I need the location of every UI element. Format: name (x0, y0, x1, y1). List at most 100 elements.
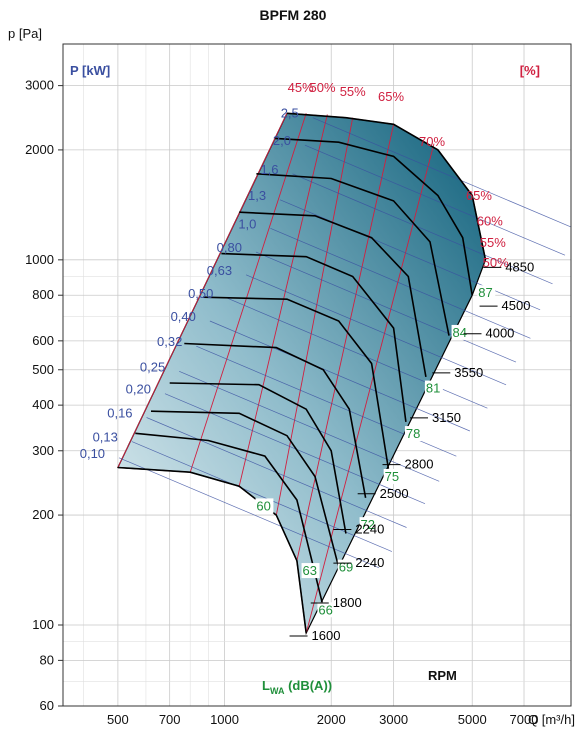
power-line (245, 274, 507, 386)
power-label: 1,0 (238, 216, 256, 231)
power-label: 0,25 (140, 359, 165, 374)
y-tick-label: 300 (32, 443, 54, 458)
efficiency-line (275, 117, 354, 516)
x-tick-label: 2000 (317, 712, 346, 727)
fan-curve-2800 (203, 296, 390, 469)
y-tick-label: 800 (32, 287, 54, 302)
envelope-area (116, 112, 487, 636)
rpm-label: 4000 (485, 326, 514, 341)
power-label: 0,50 (188, 286, 213, 301)
sound-label-bg (477, 285, 496, 301)
y-tick-label: 1000 (25, 252, 54, 267)
x-tick-label: 7000 (510, 712, 539, 727)
y-tick-label: 2000 (25, 142, 54, 157)
plot-frame (62, 43, 572, 707)
power-label: 0,16 (107, 406, 132, 421)
fan-curve-2240 (169, 382, 347, 534)
power-label: 0,63 (207, 263, 232, 278)
power-label: 0,13 (93, 430, 118, 445)
sound-label-bg (383, 468, 402, 484)
rpm-label: 1600 (312, 628, 341, 643)
power-line (292, 173, 553, 285)
rpm-label: 4500 (502, 298, 531, 313)
fan-curves (117, 112, 487, 634)
sound-label: 72 (361, 517, 375, 532)
fan-curve-4500 (275, 137, 473, 296)
power-line (255, 251, 517, 363)
sound-label: 69 (339, 560, 353, 575)
rpm-axis-label: RPM (428, 668, 457, 683)
efficiency-label: 70% (419, 134, 445, 149)
y-tick-label: 500 (32, 362, 54, 377)
sound-axis-symbol: L (262, 678, 270, 693)
power-label: 1,6 (260, 162, 278, 177)
power-label: 1,3 (248, 188, 266, 203)
x-tick-label: 5000 (458, 712, 487, 727)
power-label: 0,40 (171, 309, 196, 324)
power-line (279, 199, 541, 311)
sound-label: 75 (385, 469, 399, 484)
sound-label-bg (359, 517, 378, 533)
rpm-label: 3150 (432, 410, 461, 425)
power-line (312, 117, 571, 228)
efficiency-label: 65% (466, 188, 492, 203)
sound-label-bg (424, 380, 443, 396)
y-tick-label: 200 (32, 507, 54, 522)
fan-curve-3550 (239, 211, 427, 378)
power-axis-label: P [kW] (70, 63, 110, 78)
rpm-label: 2240 (355, 555, 384, 570)
efficiency-label: 65% (378, 89, 404, 104)
sound-label: 66 (318, 602, 332, 617)
efficiency-label: 55% (480, 235, 506, 250)
power-line (304, 144, 566, 256)
fan-curve-1800 (135, 432, 325, 608)
power-label: 0,80 (217, 240, 242, 255)
sound-label-bg (451, 324, 470, 340)
efficiency-label: 50% (310, 80, 336, 95)
sound-axis-unit: (dB(A)) (284, 678, 332, 693)
sound-label: 60 (256, 498, 270, 513)
y-tick-label: 400 (32, 397, 54, 412)
y-tick-label: 600 (32, 333, 54, 348)
power-line (209, 320, 471, 432)
chart-title: BPFM 280 (260, 7, 327, 23)
curve-labels: 2,5 2,0 1,6 1,3 1,0 0,80 0,63 0,50 0,40 0,32 0,25 0… (80, 80, 535, 643)
rpm-label: 4850 (505, 259, 534, 274)
x-tick-label: 3000 (379, 712, 408, 727)
rpm-label: 2500 (380, 486, 409, 501)
sound-label: 87 (478, 285, 492, 300)
efficiency-line (238, 114, 328, 487)
x-axis-label: Q [m³/h] (528, 712, 575, 727)
power-line (131, 441, 393, 552)
rpm-label: 2240 (355, 522, 384, 537)
x-tick-label: 500 (107, 712, 129, 727)
sound-label: 84 (453, 325, 467, 340)
efficiency-label: 60% (477, 214, 503, 229)
fan-curve-4850 (286, 112, 487, 260)
y-tick-label: 3000 (25, 78, 54, 93)
y-tick-label: 100 (32, 617, 54, 632)
sound-label-bg (255, 498, 274, 514)
power-label: 0,20 (126, 382, 151, 397)
sound-axis-label: LWA (dB(A)) (262, 678, 332, 696)
sound-label: 63 (303, 563, 317, 578)
operating-envelope (116, 112, 571, 636)
power-line (118, 457, 380, 569)
y-axis-label: p [Pa] (8, 26, 42, 41)
fan-curve-3150 (221, 252, 407, 423)
power-line (179, 371, 440, 482)
efficiency-label: 50% (483, 255, 509, 270)
efficiency-label: 45% (288, 80, 314, 95)
sound-label: 81 (426, 381, 440, 396)
sound-axis-subscript: WA (270, 686, 285, 696)
power-label: 0,10 (80, 446, 105, 461)
sound-label: 78 (406, 426, 420, 441)
power-label: 2,5 (281, 106, 299, 121)
rpm-label: 1800 (333, 595, 362, 610)
rpm-label: 2800 (405, 457, 434, 472)
power-label: 0,32 (157, 334, 182, 349)
fan-curve-4000 (256, 173, 450, 336)
power-label: 2,0 (273, 133, 291, 148)
power-line (270, 227, 531, 339)
